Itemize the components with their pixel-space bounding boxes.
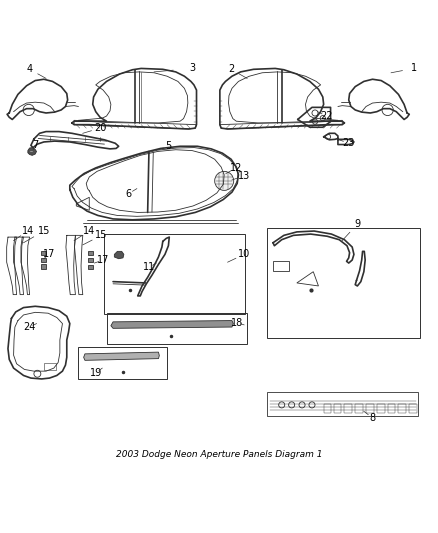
Bar [388, 404, 396, 413]
Text: 24: 24 [23, 322, 36, 332]
Polygon shape [88, 259, 93, 262]
Text: 9: 9 [354, 219, 360, 229]
Text: 15: 15 [38, 226, 50, 236]
Text: 18: 18 [231, 318, 243, 328]
Text: 3: 3 [189, 63, 195, 74]
Text: 17: 17 [43, 248, 56, 259]
Text: 6: 6 [125, 189, 131, 199]
Bar [409, 404, 417, 413]
Text: 2: 2 [228, 64, 234, 74]
Polygon shape [88, 252, 93, 255]
Bar [366, 404, 374, 413]
Bar [44, 362, 56, 370]
Polygon shape [41, 264, 46, 269]
Text: 12: 12 [230, 163, 243, 173]
Polygon shape [111, 320, 233, 328]
Text: 14: 14 [22, 226, 34, 236]
Text: 14: 14 [83, 226, 95, 236]
Text: 22: 22 [320, 111, 332, 121]
Bar [267, 228, 420, 338]
Bar [78, 346, 167, 379]
Bar [399, 404, 406, 413]
Text: 23: 23 [343, 138, 355, 148]
Bar [355, 404, 363, 413]
Text: 11: 11 [143, 262, 155, 272]
Bar [344, 404, 352, 413]
Polygon shape [41, 251, 46, 255]
Polygon shape [41, 258, 46, 262]
Bar [273, 261, 290, 271]
Bar [104, 234, 245, 314]
Text: 1: 1 [410, 63, 417, 74]
Text: 10: 10 [238, 249, 250, 260]
Text: 7: 7 [32, 140, 39, 150]
Bar [324, 404, 332, 413]
Bar [377, 404, 385, 413]
Bar [334, 404, 341, 413]
Text: 17: 17 [97, 255, 110, 265]
Polygon shape [28, 148, 36, 155]
Polygon shape [88, 265, 93, 269]
Text: 2003 Dodge Neon Aperture Panels Diagram 1: 2003 Dodge Neon Aperture Panels Diagram … [116, 450, 322, 459]
Bar [267, 392, 418, 416]
Polygon shape [114, 252, 124, 259]
Text: 15: 15 [95, 230, 108, 240]
Bar [106, 313, 247, 344]
Text: 19: 19 [90, 368, 102, 378]
Circle shape [215, 172, 234, 190]
Text: 5: 5 [165, 141, 171, 151]
Text: 13: 13 [238, 171, 250, 181]
Polygon shape [84, 352, 159, 360]
Text: 4: 4 [27, 64, 33, 74]
Text: 8: 8 [370, 413, 375, 423]
Text: 20: 20 [94, 123, 106, 133]
